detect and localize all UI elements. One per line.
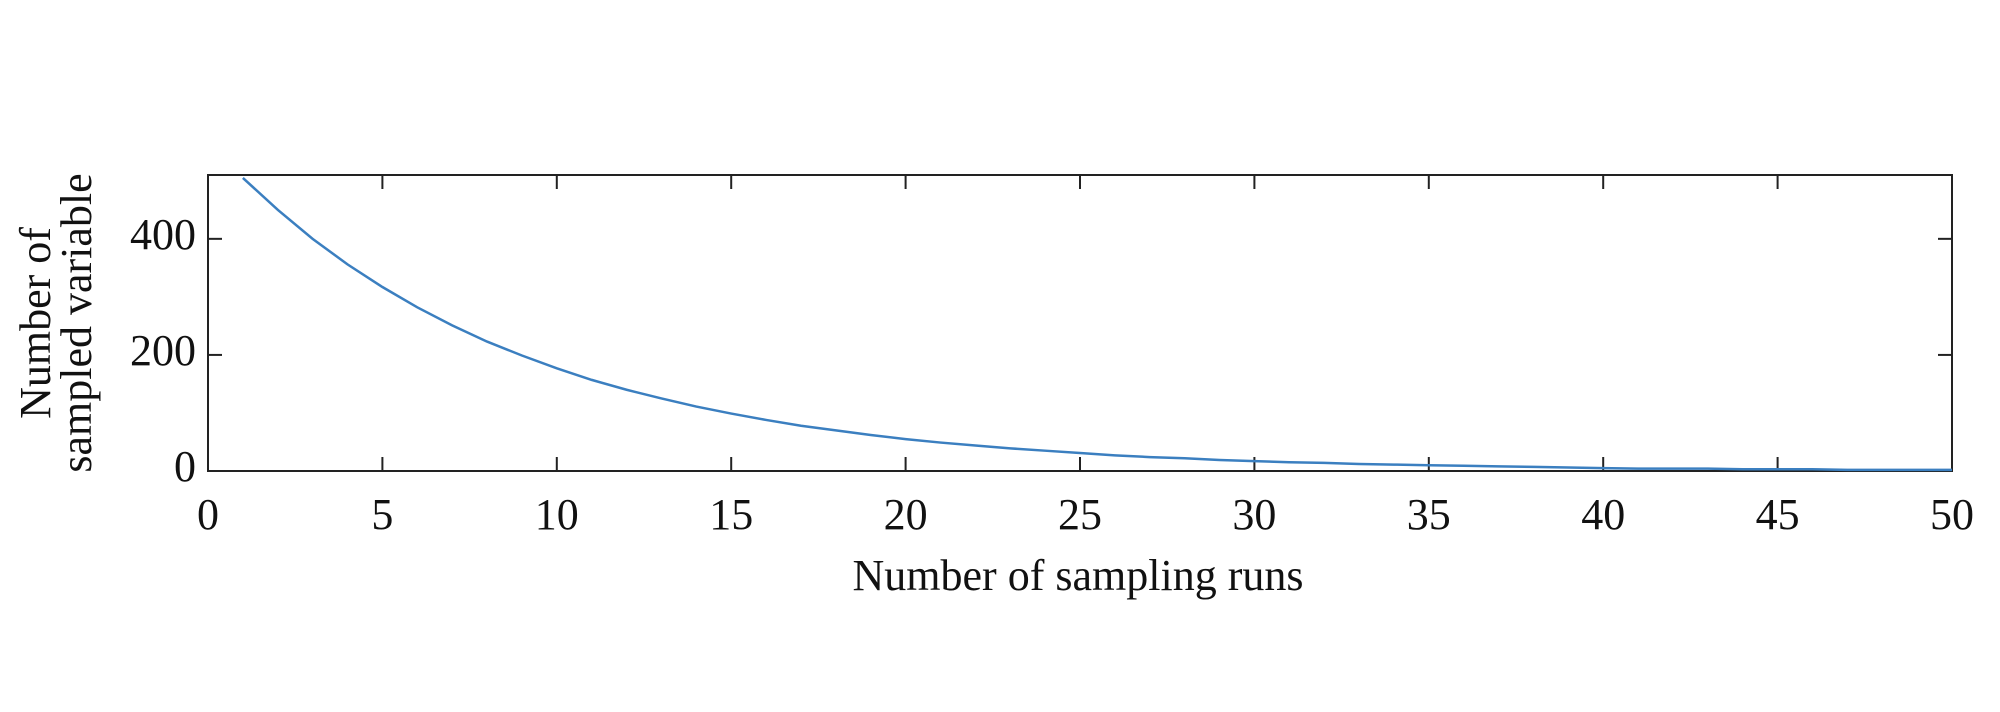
x-tick-label: 5 xyxy=(371,490,393,539)
x-tick-label: 10 xyxy=(535,490,579,539)
x-tick-label: 40 xyxy=(1581,490,1625,539)
x-tick-label: 50 xyxy=(1930,490,1974,539)
data-line xyxy=(242,176,1952,472)
plot-frame xyxy=(207,174,1953,472)
x-tick-label: 20 xyxy=(884,490,928,539)
y-axis-label: Number of xyxy=(11,227,60,419)
x-tick-label: 0 xyxy=(197,490,219,539)
x-tick-label: 35 xyxy=(1407,490,1451,539)
x-tick-label: 15 xyxy=(709,490,753,539)
y-tick-label: 400 xyxy=(130,210,196,259)
y-tick-label: 200 xyxy=(130,326,196,375)
y-axis-label: sampled variable xyxy=(52,173,101,472)
x-tick-label: 25 xyxy=(1058,490,1102,539)
x-tick-label: 45 xyxy=(1756,490,1800,539)
x-tick-label: 30 xyxy=(1232,490,1276,539)
x-axis-label: Number of sampling runs xyxy=(853,551,1304,600)
y-tick-label: 0 xyxy=(174,442,196,491)
